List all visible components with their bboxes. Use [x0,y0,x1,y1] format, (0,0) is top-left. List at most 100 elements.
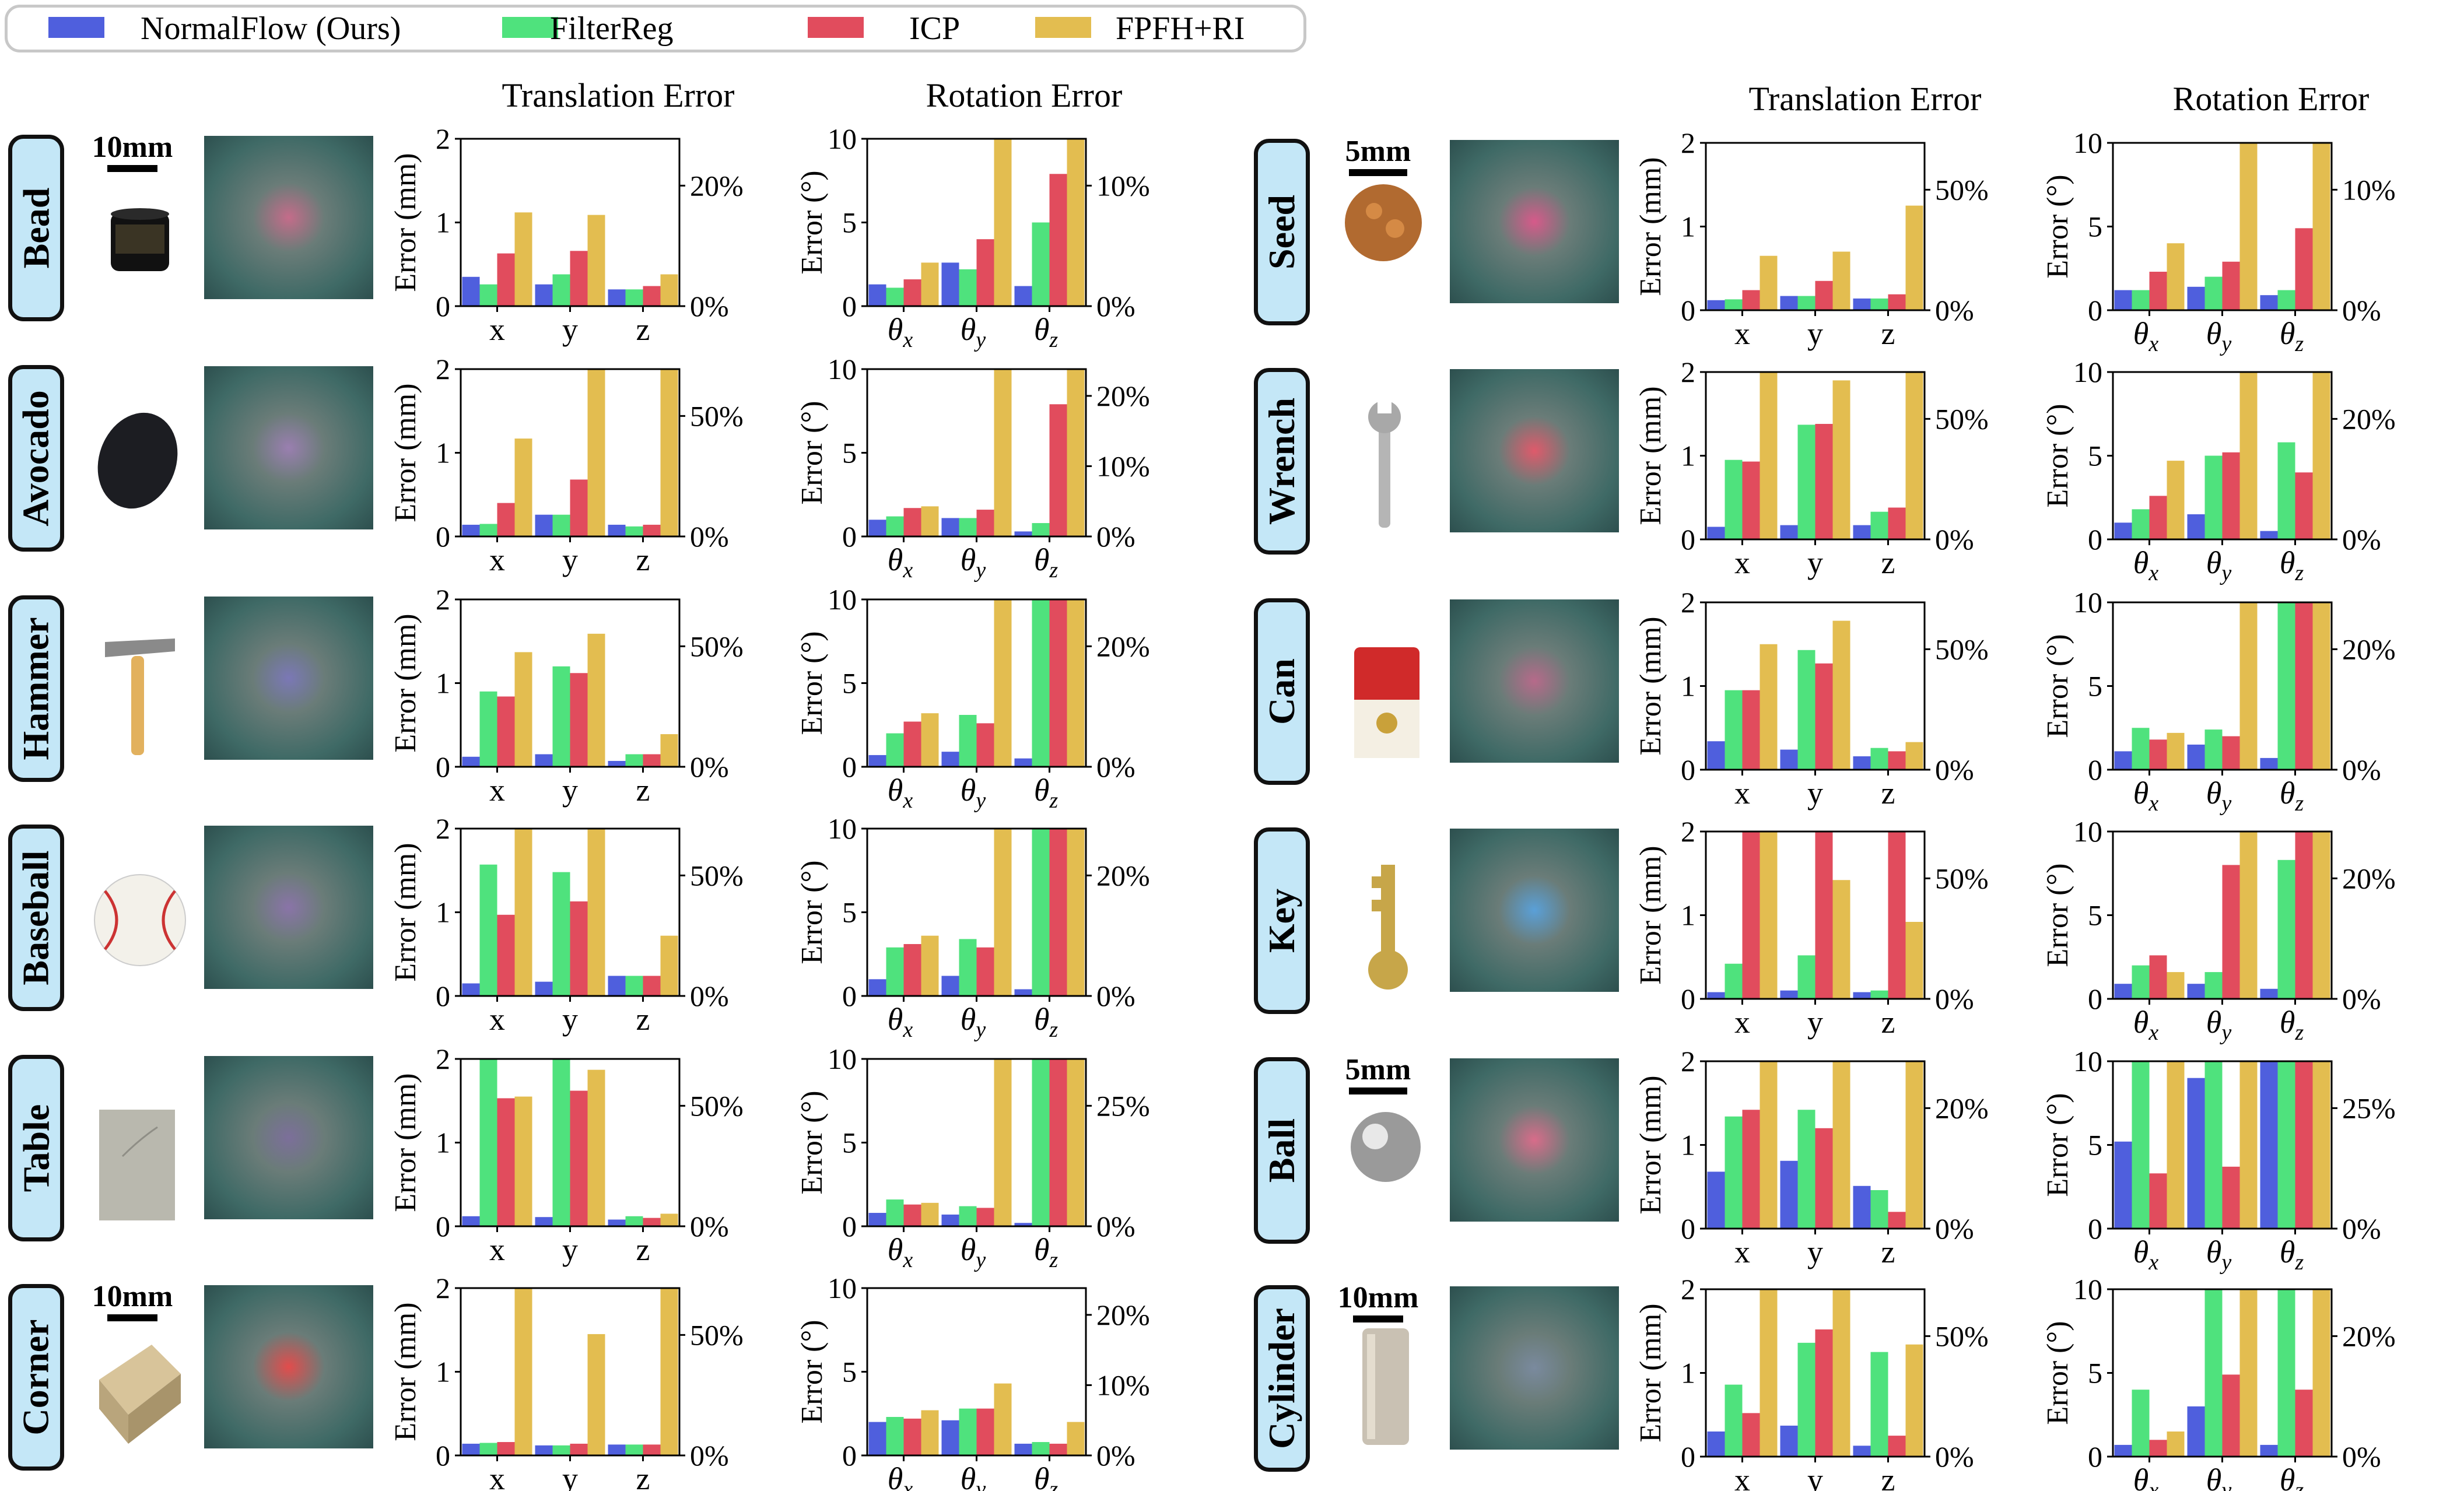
scale-bar: 5mm [1323,135,1433,176]
xtick-label-2: θz [2280,1234,2304,1275]
bar-icp-2 [2295,1390,2313,1457]
rtick-label-1: 20% [2342,862,2396,894]
ylabel: Error (mm) [1634,1075,1667,1214]
ytick-label-2: 2 [1681,1045,1695,1078]
bar-filterreg-0 [1725,299,1743,310]
bar-icp-1 [2222,736,2240,770]
xtick-label-1: θy [2206,1234,2232,1275]
xtick-label-1: y [1807,545,1823,580]
bar-fpfh-ri-1 [587,1334,605,1455]
col-title-translation-right: Translation Error [1748,80,1982,118]
bar-filterreg-2 [1032,523,1050,536]
bar-fpfh-ri-2 [1067,369,1085,536]
rtick-label-1: 50% [690,399,744,432]
bar-icp-0 [903,1204,921,1226]
bar-normalflow-ours--2 [1014,531,1032,536]
bar-icp-0 [2149,955,2167,999]
bar-normalflow-ours--0 [1707,992,1725,999]
rtick-label-1: 50% [690,1318,744,1351]
ytick-label-0: 0 [842,750,857,783]
object-label-hammer: Hammer [8,595,64,782]
bar-fpfh-ri-1 [994,829,1012,996]
object-label-cylinder: Cylinder [1254,1285,1310,1472]
ytick-label-2: 10 [828,583,857,616]
bar-normalflow-ours--1 [535,284,553,306]
xtick-label-1: θy [961,773,986,813]
xtick-label-2: z [1881,1005,1895,1040]
bar-filterreg-2 [625,1216,643,1226]
bar-normalflow-ours--1 [2187,514,2205,539]
bar-filterreg-0 [479,691,497,767]
bar-filterreg-2 [625,526,643,536]
bar-normalflow-ours--1 [2187,1406,2205,1457]
rtick-label-1: 50% [690,859,744,892]
bar-normalflow-ours--2 [608,760,626,767]
legend-label-1: FilterReg [550,10,674,47]
bar-normalflow-ours--0 [868,979,886,996]
bar-icp-1 [2222,865,2240,999]
bar-normalflow-ours--2 [2260,988,2278,999]
ytick-label-0: 0 [1681,1440,1695,1473]
xtick-label-1: θy [2206,545,2232,585]
bar-filterreg-2 [1870,1190,1888,1229]
plot-frame [1705,371,1926,541]
ytick-label-2: 10 [2073,127,2102,159]
rotation-chart-hammer: θx θy θz 0 5 10 0% 20% Error (°) [795,583,1150,813]
plot-frame [460,368,681,538]
xtick-label-2: θz [2280,545,2304,585]
plot-frame [1705,830,1926,1000]
bar-fpfh-ri-0 [2167,461,2185,539]
bar-icp-2 [2295,602,2313,770]
bar-icp-1 [976,947,994,996]
xtick-label-1: y [562,1002,578,1037]
bar-filterreg-1 [959,715,977,767]
plot-frame [460,138,681,307]
bar-fpfh-ri-1 [994,1059,1012,1226]
plot-frame [1705,601,1926,771]
ytick-label-0: 0 [436,520,450,553]
bar-filterreg-2 [2277,1061,2295,1229]
rtick-label-0: 0% [2342,294,2381,327]
plot-frame [2112,1060,2333,1230]
bar-filterreg-1 [2204,455,2223,539]
bar-fpfh-ri-0 [514,1288,532,1455]
bar-fpfh-ri-2 [1905,205,1923,310]
bar-filterreg-1 [2204,729,2223,770]
bar-normalflow-ours--0 [462,1216,480,1226]
bar-filterreg-2 [1870,1352,1888,1457]
bar-normalflow-ours--1 [535,754,553,767]
xtick-label-1: y [1807,1234,1823,1269]
bar-fpfh-ri-0 [1760,1289,1778,1457]
plot-frame [866,1287,1087,1457]
bar-icp-1 [2222,1166,2240,1229]
bar-normalflow-ours--2 [2260,757,2278,770]
bar-normalflow-ours--1 [1780,296,1798,310]
bar-normalflow-ours--1 [941,1420,959,1455]
bar-icp-2 [643,524,661,536]
rtick-label-1: 25% [2342,1092,2396,1124]
ylabel: Error (mm) [1634,1303,1667,1442]
xtick-label-0: θx [888,312,913,352]
plot-frame [2112,1288,2333,1458]
ytick-label-0: 0 [842,520,857,553]
scale-label: 10mm [92,1280,173,1313]
xtick-label-1: θy [961,1461,986,1491]
rtick-label-0: 0% [1096,1439,1135,1472]
bar-filterreg-0 [2132,728,2150,770]
ytick-label-0: 0 [2088,1212,2102,1245]
legend-label-2: ICP [909,10,961,47]
object-name: Avocado [15,390,57,527]
xtick-label-1: θy [2206,776,2232,816]
xtick-label-0: θx [2133,776,2159,816]
bar-icp-2 [2295,228,2313,310]
bar-icp-1 [1815,1329,1833,1457]
ytick-label-1: 1 [436,1356,450,1388]
bar-fpfh-ri-1 [587,215,605,306]
bar-icp-1 [1815,423,1833,539]
bar-icp-2 [1049,829,1067,996]
rtick-label-1: 20% [2342,1320,2396,1352]
col-title-rotation-left: Rotation Error [926,76,1123,114]
ytick-label-2: 10 [828,812,857,845]
legend-swatch-2 [808,17,864,38]
ylabel: Error (°) [2041,863,2074,967]
